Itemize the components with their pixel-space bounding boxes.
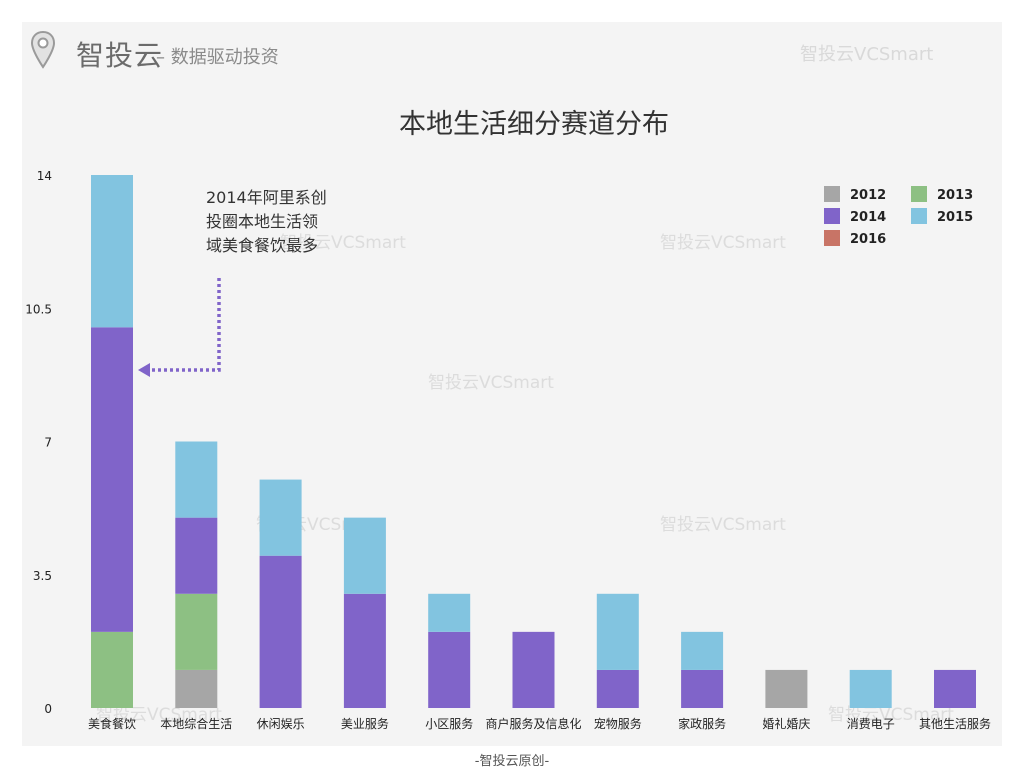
bar-2012 [175, 669, 218, 708]
x-tick-label: 婚礼婚庆 [762, 716, 810, 731]
legend-swatch-2014 [824, 208, 840, 224]
x-tick-label: 其他生活服务 [919, 716, 991, 731]
x-tick-label: 商户服务及信息化 [485, 716, 581, 731]
chart-watermark: 智投云VCSmart [660, 233, 786, 253]
annotation-arrow-line [148, 278, 221, 372]
annotation-arrow-head [138, 363, 150, 377]
x-tick-label: 本地综合生活 [160, 716, 232, 731]
legend-swatch-2013 [911, 186, 927, 202]
bar-2015 [428, 593, 471, 632]
bar-2015 [343, 517, 386, 594]
chart-title: 本地生活细分赛道分布 [399, 109, 669, 140]
footer-credit: -智投云原创- [474, 754, 550, 769]
bar-2015 [849, 669, 892, 708]
legend-swatch-2016 [824, 230, 840, 246]
chart-watermark: 智投云VCSmart [660, 515, 786, 535]
legend-label: 2013 [937, 188, 973, 203]
bar-2014 [428, 631, 471, 708]
location-pin-icon [30, 30, 56, 69]
chart-watermark: 智投云VCSmart [428, 373, 554, 393]
legend-label: 2015 [937, 210, 973, 225]
annotation-text: 域美食餐饮最多 [206, 236, 318, 255]
brand-slogan: – 数据驱动投资 [156, 47, 279, 68]
bar-2013 [91, 631, 133, 708]
bar-2014 [596, 669, 639, 708]
y-tick-label: 3.5 [33, 569, 52, 583]
y-tick-label: 0 [44, 702, 52, 716]
bar-2014 [934, 669, 976, 708]
legend-label: 2012 [850, 188, 886, 203]
bar-2012 [765, 669, 808, 708]
bar-2015 [681, 631, 724, 670]
legend-swatch-2012 [824, 186, 840, 202]
bar-2015 [175, 441, 218, 518]
legend-label: 2016 [850, 232, 886, 247]
x-tick-label: 家政服务 [678, 716, 726, 731]
y-tick-label: 7 [44, 436, 52, 450]
y-tick-label: 10.5 [25, 302, 52, 316]
header: 智投云 – 数据驱动投资 智投云VCSmart [22, 22, 1002, 82]
x-tick-label: 美食餐饮 [88, 716, 136, 731]
bar-2015 [91, 175, 133, 328]
x-tick-label: 宠物服务 [594, 716, 642, 731]
chart-watermark: 智投云VCSmart [828, 705, 954, 725]
x-tick-label: 消费电子 [847, 717, 895, 731]
bar-2015 [596, 593, 639, 670]
legend-label: 2014 [850, 210, 886, 225]
bar-2014 [175, 517, 218, 594]
x-tick-label: 小区服务 [425, 716, 473, 731]
header-watermark: 智投云VCSmart [800, 44, 934, 65]
bar-2014 [343, 593, 386, 708]
y-tick-label: 14 [37, 169, 52, 183]
x-tick-label: 休闲娱乐 [257, 717, 305, 731]
bar-2014 [681, 669, 724, 708]
brand-name: 智投云 [76, 39, 164, 72]
bar-2015 [259, 479, 302, 556]
bar-2014 [512, 631, 555, 708]
bar-2014 [259, 555, 302, 708]
bar-2014 [91, 327, 133, 632]
legend-swatch-2015 [911, 208, 927, 224]
x-tick-label: 美业服务 [341, 716, 389, 731]
chart-watermark: 智投云VCSmart [96, 705, 222, 725]
chart-watermark: 智投云VCSmart [280, 233, 406, 253]
annotation-text: 2014年阿里系创 [206, 188, 327, 207]
annotation-text: 投圈本地生活领 [206, 212, 318, 231]
bar-2013 [175, 593, 218, 670]
